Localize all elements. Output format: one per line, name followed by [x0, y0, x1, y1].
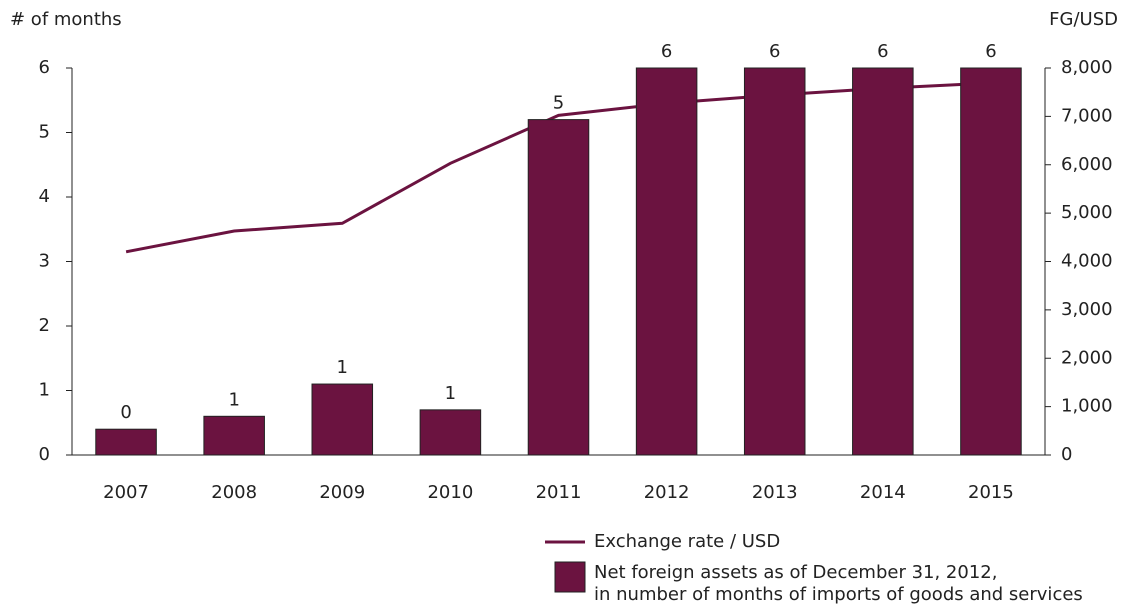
legend-label: Exchange rate / USD: [594, 531, 780, 552]
legend-swatch: [554, 561, 586, 593]
bar: [311, 383, 374, 456]
legend-label: Net foreign assets as of December 31, 20…: [594, 562, 1083, 605]
x-tick-label: 2014: [860, 482, 906, 503]
y-tick-label: 3: [39, 251, 50, 272]
x-tick-label: 2008: [211, 482, 257, 503]
x-tick-label: 2013: [752, 482, 798, 503]
y2-tick-label: 6,000: [1061, 154, 1113, 175]
bar: [635, 67, 698, 456]
y-tick-label: 6: [39, 57, 50, 78]
y-tick-label: 4: [39, 186, 50, 207]
y2-tick-label: 0: [1061, 444, 1072, 465]
bar: [960, 67, 1022, 456]
data-label: 6: [769, 41, 780, 62]
x-tick-label: 2009: [319, 482, 365, 503]
x-tick-label: 2015: [968, 482, 1014, 503]
data-label: 1: [228, 389, 239, 410]
bar: [852, 67, 914, 456]
y2-tick-label: 4,000: [1061, 251, 1113, 272]
data-label: 1: [445, 383, 456, 404]
bar: [95, 428, 157, 456]
y2-axis-title: FG/USD: [1049, 9, 1118, 30]
data-label: 6: [661, 41, 672, 62]
data-label: 0: [120, 402, 131, 423]
bar: [743, 67, 806, 456]
x-tick-label: 2011: [536, 482, 582, 503]
y2-tick-label: 1,000: [1061, 396, 1113, 417]
data-label: 1: [337, 357, 348, 378]
y2-tick-label: 2,000: [1061, 347, 1113, 368]
data-label: 5: [553, 93, 564, 114]
y2-tick-label: 3,000: [1061, 299, 1113, 320]
y2-tick-label: 8,000: [1061, 57, 1113, 78]
line: [125, 81, 991, 254]
x-tick-label: 2007: [103, 482, 149, 503]
y2-tick-label: 5,000: [1061, 202, 1113, 223]
x-tick-label: 2012: [644, 482, 690, 503]
bar: [527, 119, 590, 456]
y-tick-label: 5: [39, 122, 50, 143]
y-tick-label: 0: [39, 444, 50, 465]
y-tick-label: 2: [39, 315, 50, 336]
data-label: 6: [985, 41, 996, 62]
x-tick-label: 2010: [427, 482, 473, 503]
y2-tick-label: 7,000: [1061, 105, 1113, 126]
y-tick-label: 1: [39, 380, 50, 401]
y-axis-title: # of months: [10, 9, 122, 30]
bar: [203, 415, 265, 456]
bar: [419, 409, 482, 456]
data-label: 6: [877, 41, 888, 62]
